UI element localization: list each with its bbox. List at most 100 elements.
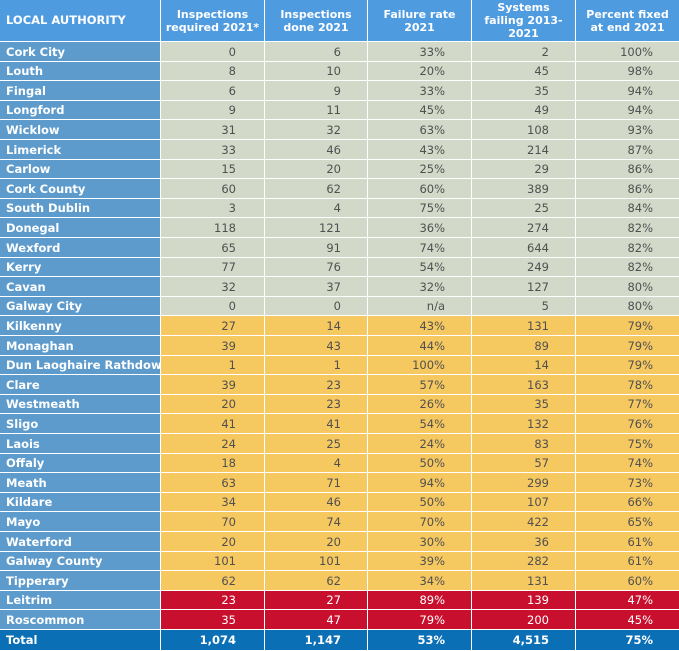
- value-cell: 25%: [368, 160, 472, 179]
- authority-name: Galway City: [0, 297, 161, 316]
- authority-name: Sligo: [0, 414, 161, 434]
- value-cell: 32%: [368, 277, 472, 297]
- value-cell: 422: [472, 512, 576, 532]
- total-value: 4,515: [472, 630, 576, 651]
- value-cell: 25: [472, 199, 576, 218]
- value-cell: 24%: [368, 434, 472, 454]
- value-cell: 84%: [576, 199, 679, 218]
- authority-name: Meath: [0, 473, 161, 493]
- value-cell: 1: [161, 356, 265, 375]
- table-row: Donegal 118 121 36% 274 82%: [0, 218, 679, 238]
- value-cell: 6: [265, 42, 368, 62]
- value-cell: 131: [472, 571, 576, 591]
- value-cell: 23: [161, 591, 265, 610]
- value-cell: 35: [472, 81, 576, 101]
- value-cell: 35: [161, 610, 265, 630]
- value-cell: 33: [161, 140, 265, 160]
- value-cell: 78%: [576, 375, 679, 395]
- value-cell: 20: [265, 532, 368, 552]
- value-cell: 57%: [368, 375, 472, 395]
- value-cell: 57: [472, 454, 576, 473]
- value-cell: 60%: [576, 571, 679, 591]
- table-row: Cork County 60 62 60% 389 86%: [0, 179, 679, 199]
- value-cell: 18: [161, 454, 265, 473]
- table-row: Kerry 77 76 54% 249 82%: [0, 258, 679, 277]
- authority-name: Galway County: [0, 552, 161, 571]
- value-cell: 47%: [576, 591, 679, 610]
- value-cell: 70: [161, 512, 265, 532]
- value-cell: 127: [472, 277, 576, 297]
- table-row: Kildare 34 46 50% 107 66%: [0, 493, 679, 512]
- value-cell: 100%: [576, 42, 679, 62]
- value-cell: 0: [265, 297, 368, 316]
- value-cell: 33%: [368, 81, 472, 101]
- value-cell: 44%: [368, 336, 472, 356]
- authority-name: Louth: [0, 62, 161, 81]
- value-cell: 31: [161, 120, 265, 140]
- value-cell: 27: [161, 316, 265, 336]
- value-cell: 35: [472, 395, 576, 414]
- total-value: 53%: [368, 630, 472, 651]
- table-row: Louth 8 10 20% 45 98%: [0, 62, 679, 81]
- table-row: Cavan 32 37 32% 127 80%: [0, 277, 679, 297]
- table-row: Cork City 0 6 33% 2 100%: [0, 42, 679, 62]
- value-cell: 29: [472, 160, 576, 179]
- authority-name: Dun Laoghaire Rathdown: [0, 356, 161, 375]
- value-cell: 82%: [576, 238, 679, 258]
- value-cell: 389: [472, 179, 576, 199]
- value-cell: 14: [472, 356, 576, 375]
- value-cell: 94%: [576, 81, 679, 101]
- value-cell: 39%: [368, 552, 472, 571]
- authority-name: Offaly: [0, 454, 161, 473]
- header-cell: Failure rate 2021: [368, 0, 472, 42]
- total-value: 75%: [576, 630, 679, 651]
- table-row: Galway City 0 0 n/a 5 80%: [0, 297, 679, 316]
- value-cell: 47: [265, 610, 368, 630]
- table-row: Fingal 6 9 33% 35 94%: [0, 81, 679, 101]
- value-cell: 46: [265, 140, 368, 160]
- value-cell: n/a: [368, 297, 472, 316]
- value-cell: 30%: [368, 532, 472, 552]
- authority-name: Cavan: [0, 277, 161, 297]
- authority-name: Cork County: [0, 179, 161, 199]
- value-cell: 62: [265, 179, 368, 199]
- value-cell: 43: [265, 336, 368, 356]
- authority-name: Monaghan: [0, 336, 161, 356]
- table-row: Leitrim 23 27 89% 139 47%: [0, 591, 679, 610]
- value-cell: 6: [161, 81, 265, 101]
- value-cell: 2: [472, 42, 576, 62]
- value-cell: 282: [472, 552, 576, 571]
- value-cell: 77: [161, 258, 265, 277]
- value-cell: 61%: [576, 552, 679, 571]
- authority-name: Laois: [0, 434, 161, 454]
- value-cell: 60: [161, 179, 265, 199]
- value-cell: 82%: [576, 258, 679, 277]
- table-row: Galway County 101 101 39% 282 61%: [0, 552, 679, 571]
- value-cell: 4: [265, 199, 368, 218]
- value-cell: 108: [472, 120, 576, 140]
- value-cell: 100%: [368, 356, 472, 375]
- table-row: Sligo 41 41 54% 132 76%: [0, 414, 679, 434]
- table-row: Longford 9 11 45% 49 94%: [0, 101, 679, 120]
- value-cell: 82%: [576, 218, 679, 238]
- value-cell: 76%: [576, 414, 679, 434]
- value-cell: 23: [265, 395, 368, 414]
- value-cell: 274: [472, 218, 576, 238]
- table-row: Wicklow 31 32 63% 108 93%: [0, 120, 679, 140]
- value-cell: 93%: [576, 120, 679, 140]
- value-cell: 118: [161, 218, 265, 238]
- value-cell: 20%: [368, 62, 472, 81]
- table-row: Limerick 33 46 43% 214 87%: [0, 140, 679, 160]
- value-cell: 32: [265, 120, 368, 140]
- value-cell: 139: [472, 591, 576, 610]
- value-cell: 41: [265, 414, 368, 434]
- value-cell: 0: [161, 297, 265, 316]
- value-cell: 75%: [576, 434, 679, 454]
- table-row: Wexford 65 91 74% 644 82%: [0, 238, 679, 258]
- value-cell: 80%: [576, 297, 679, 316]
- value-cell: 94%: [576, 101, 679, 120]
- value-cell: 62: [161, 571, 265, 591]
- value-cell: 131: [472, 316, 576, 336]
- value-cell: 32: [161, 277, 265, 297]
- value-cell: 73%: [576, 473, 679, 493]
